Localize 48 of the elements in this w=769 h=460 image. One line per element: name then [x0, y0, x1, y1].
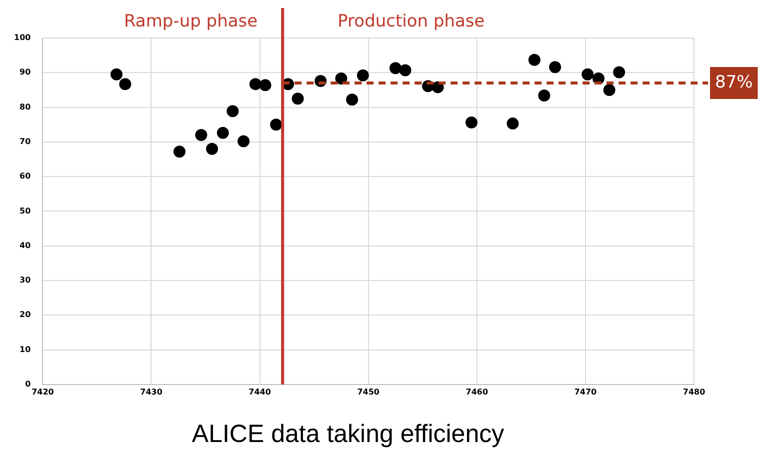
point [582, 68, 594, 80]
point [110, 68, 123, 80]
point [549, 61, 562, 74]
ref-line-label: 87% [715, 72, 753, 92]
text: Production phase [338, 11, 485, 32]
point [195, 128, 208, 141]
point [399, 64, 412, 76]
x-tick-label: 7430 [140, 387, 163, 396]
point [528, 54, 540, 66]
x-tick-label: 7470 [574, 387, 598, 396]
point [538, 90, 550, 102]
point [432, 81, 444, 94]
point [226, 105, 239, 118]
y-tick-label: 0 [25, 379, 32, 388]
point [119, 78, 132, 90]
point [389, 62, 402, 74]
y-tick-label: 70 [20, 137, 32, 146]
y-tick-label: 10 [20, 344, 32, 354]
point [603, 84, 616, 96]
y-tick-label: 30 [20, 276, 32, 285]
y-tick-label: 90 [20, 68, 32, 77]
point [506, 118, 519, 130]
point [613, 66, 626, 78]
y-tick-label: 80 [20, 102, 32, 112]
x-tick-label: 7440 [248, 387, 272, 396]
x-tick-label: 7420 [32, 387, 54, 396]
point [259, 79, 272, 92]
y-tick-label: 100 [14, 33, 32, 42]
point [216, 126, 229, 139]
x-tick-label: 7460 [466, 387, 488, 396]
y-tick-label: 40 [20, 240, 32, 250]
point [173, 146, 186, 158]
point [465, 116, 478, 129]
x-tick-label: 7480 [682, 387, 706, 396]
y-tick-label: 20 [20, 310, 32, 320]
point [346, 94, 358, 106]
text: ALICE data taking efficiency [192, 420, 505, 448]
point [292, 92, 304, 105]
x-tick-label: 7450 [357, 387, 380, 396]
y-tick-label: 60 [20, 172, 32, 181]
text: Ramp-up phase [124, 11, 258, 32]
point [249, 78, 262, 90]
point [270, 118, 282, 131]
point [206, 142, 218, 155]
y-tick-label: 50 [20, 206, 32, 216]
point [335, 72, 348, 85]
point [356, 69, 369, 82]
point [238, 135, 250, 148]
